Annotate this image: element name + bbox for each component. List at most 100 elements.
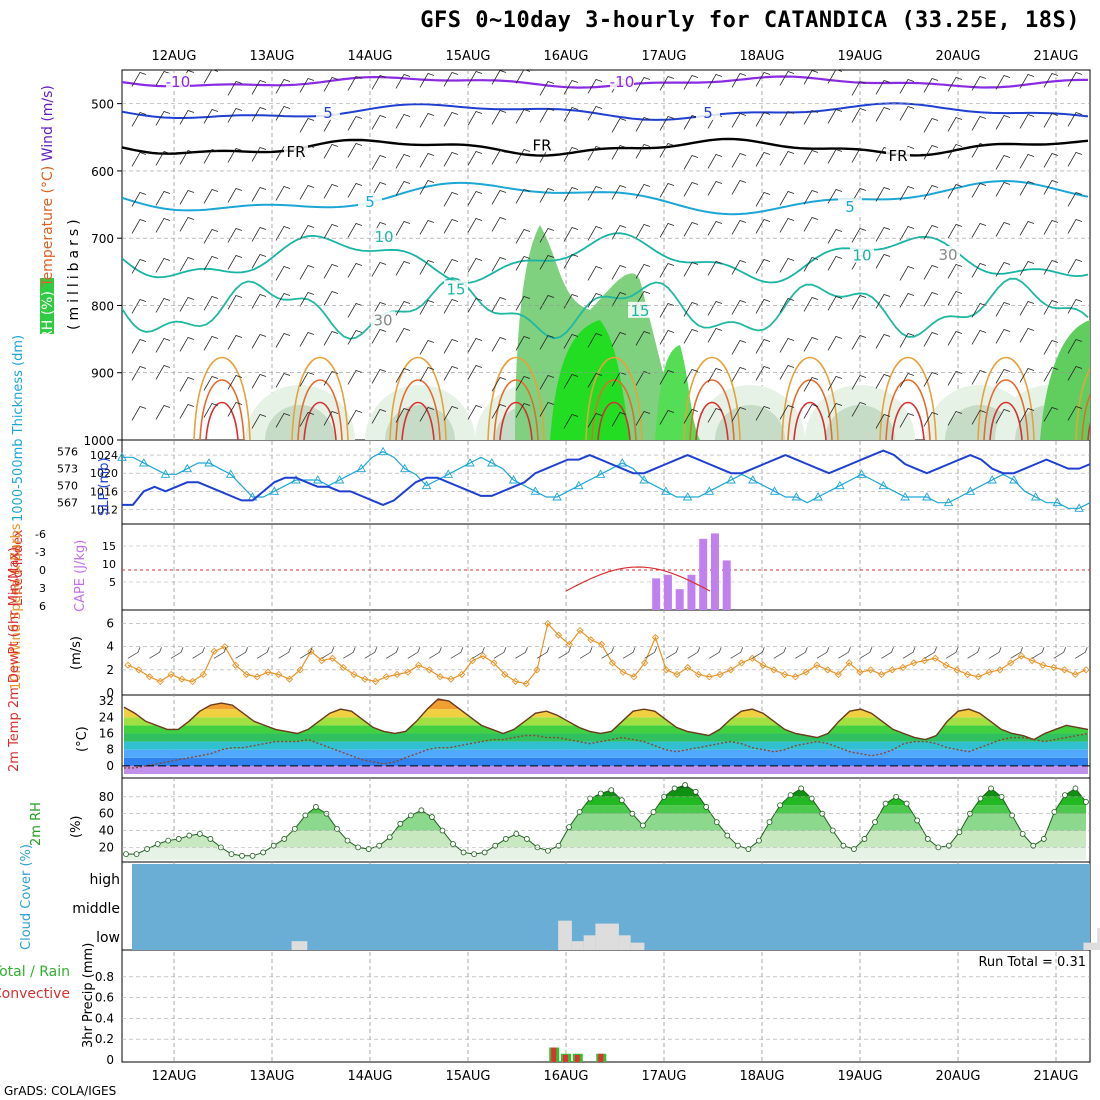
- wind-barb: [515, 188, 531, 204]
- wind-barb: [467, 190, 483, 206]
- rh-marker: [281, 836, 288, 842]
- wind-barb: [203, 402, 219, 418]
- wind-barb: [515, 295, 531, 311]
- rh-band: [126, 788, 1086, 797]
- thickness-marker: [856, 469, 867, 478]
- wind-barb: [923, 224, 939, 240]
- wind-speed-marker: [770, 666, 778, 674]
- temp-contour-warm: [781, 356, 839, 440]
- wind-barb: [1043, 339, 1059, 355]
- wind-barb: [1067, 365, 1083, 381]
- panel-frame-cape: [121, 523, 1091, 611]
- wind-barb: [755, 71, 771, 87]
- wind-barb: [827, 228, 843, 244]
- wind-barb-10m: [149, 647, 162, 659]
- rh-marker: [260, 849, 267, 856]
- rh-marker: [1019, 830, 1026, 837]
- wind-barb: [971, 369, 987, 385]
- cape-bar: [687, 574, 696, 610]
- thickness-marker: [595, 469, 606, 478]
- rh-marker: [692, 788, 699, 795]
- wind-barb: [179, 296, 195, 312]
- thickness-marker: [465, 458, 475, 467]
- li-line: [565, 566, 711, 592]
- wind-barb: [947, 263, 963, 279]
- rh-marker: [291, 825, 298, 832]
- wind-barb: [299, 331, 315, 347]
- wind-barb: [803, 403, 819, 419]
- wind-speed-marker: [371, 677, 380, 686]
- wind-barb: [443, 71, 459, 87]
- x-tick-label-bottom: 21AUG: [1033, 1069, 1078, 1084]
- wind-barb: [491, 403, 507, 419]
- rh-marker: [566, 824, 572, 831]
- wind-barb: [587, 78, 603, 94]
- wind-barb: [443, 338, 459, 354]
- rh-marker: [713, 819, 720, 826]
- wind-barb: [371, 261, 387, 277]
- wind-barb: [155, 190, 171, 206]
- rh-marker: [1051, 809, 1058, 815]
- wind-barb: [395, 327, 411, 343]
- slp-line: [122, 449, 1091, 507]
- wind-barb: [299, 117, 315, 133]
- rh-band: [126, 830, 1086, 848]
- wind-barb: [443, 365, 459, 381]
- thickness-marker: [334, 475, 345, 484]
- wind-barb: [275, 372, 291, 388]
- wind-barb: [947, 116, 963, 132]
- wind-barb: [779, 297, 795, 313]
- wind-barb: [923, 371, 939, 387]
- wind-barb: [611, 264, 627, 280]
- wind-barb: [803, 189, 819, 205]
- wind-barb: [539, 374, 555, 390]
- wind-speed-marker: [318, 656, 326, 665]
- wind-barb: [563, 253, 579, 269]
- wind-speed-marker: [253, 673, 261, 681]
- wind-barb: [179, 109, 195, 125]
- precip-tick-label: 0.2: [95, 1032, 114, 1046]
- wind-barb: [587, 145, 603, 161]
- thickness-marker: [487, 458, 497, 467]
- freezing-level-line-inner: [122, 140, 1089, 159]
- wind-barb: [971, 409, 987, 425]
- wind-barb: [395, 300, 411, 316]
- thickness-marker: [900, 492, 910, 501]
- wind-barb: [971, 75, 987, 91]
- wind-barb-10m: [343, 647, 356, 659]
- wind-barb: [155, 297, 171, 313]
- temp-contour-warm: [689, 379, 735, 440]
- rh-marker: [407, 812, 414, 819]
- wind-speed-marker: [425, 666, 434, 674]
- wind-barb-10m: [687, 647, 701, 659]
- wind-barb: [899, 372, 915, 388]
- temp-contour-warm: [303, 401, 337, 440]
- temp-contour-warm: [591, 379, 637, 440]
- wind-barb: [1019, 367, 1035, 383]
- wind-speed-marker: [447, 675, 455, 683]
- wind-barb: [803, 109, 819, 125]
- rh-legend-swatch: [40, 278, 54, 334]
- x-tick-label-top: 21AUG: [1033, 49, 1078, 64]
- wind-speed-marker: [414, 661, 423, 669]
- wind-speed-marker: [436, 673, 444, 681]
- upper-air-group: -10 -10 5 5 FR FR FR 5 5 10 10 15 15 30 30: [122, 70, 1090, 440]
- rh-marker: [945, 842, 952, 849]
- wind-barb: [659, 262, 675, 278]
- wind-barb: [659, 409, 675, 425]
- wind-tick-label: 0: [106, 686, 114, 700]
- wind-barb: [755, 218, 771, 234]
- wind-barb: [155, 150, 171, 166]
- wind-barb: [683, 408, 699, 424]
- rh-area-mid: [825, 405, 895, 440]
- wind-speed-marker: [382, 673, 390, 681]
- wind-barb: [707, 407, 723, 423]
- dewpoint-line: [124, 732, 1089, 769]
- temp-contour-warm: [297, 379, 343, 440]
- cloud-low-block: [571, 941, 584, 950]
- wind-barb: [707, 260, 723, 276]
- wind-barb: [419, 219, 435, 235]
- wind-speed-marker: [1060, 666, 1069, 674]
- x-tick-label-bottom: 13AUG: [249, 1069, 294, 1084]
- wind-barb: [467, 70, 483, 86]
